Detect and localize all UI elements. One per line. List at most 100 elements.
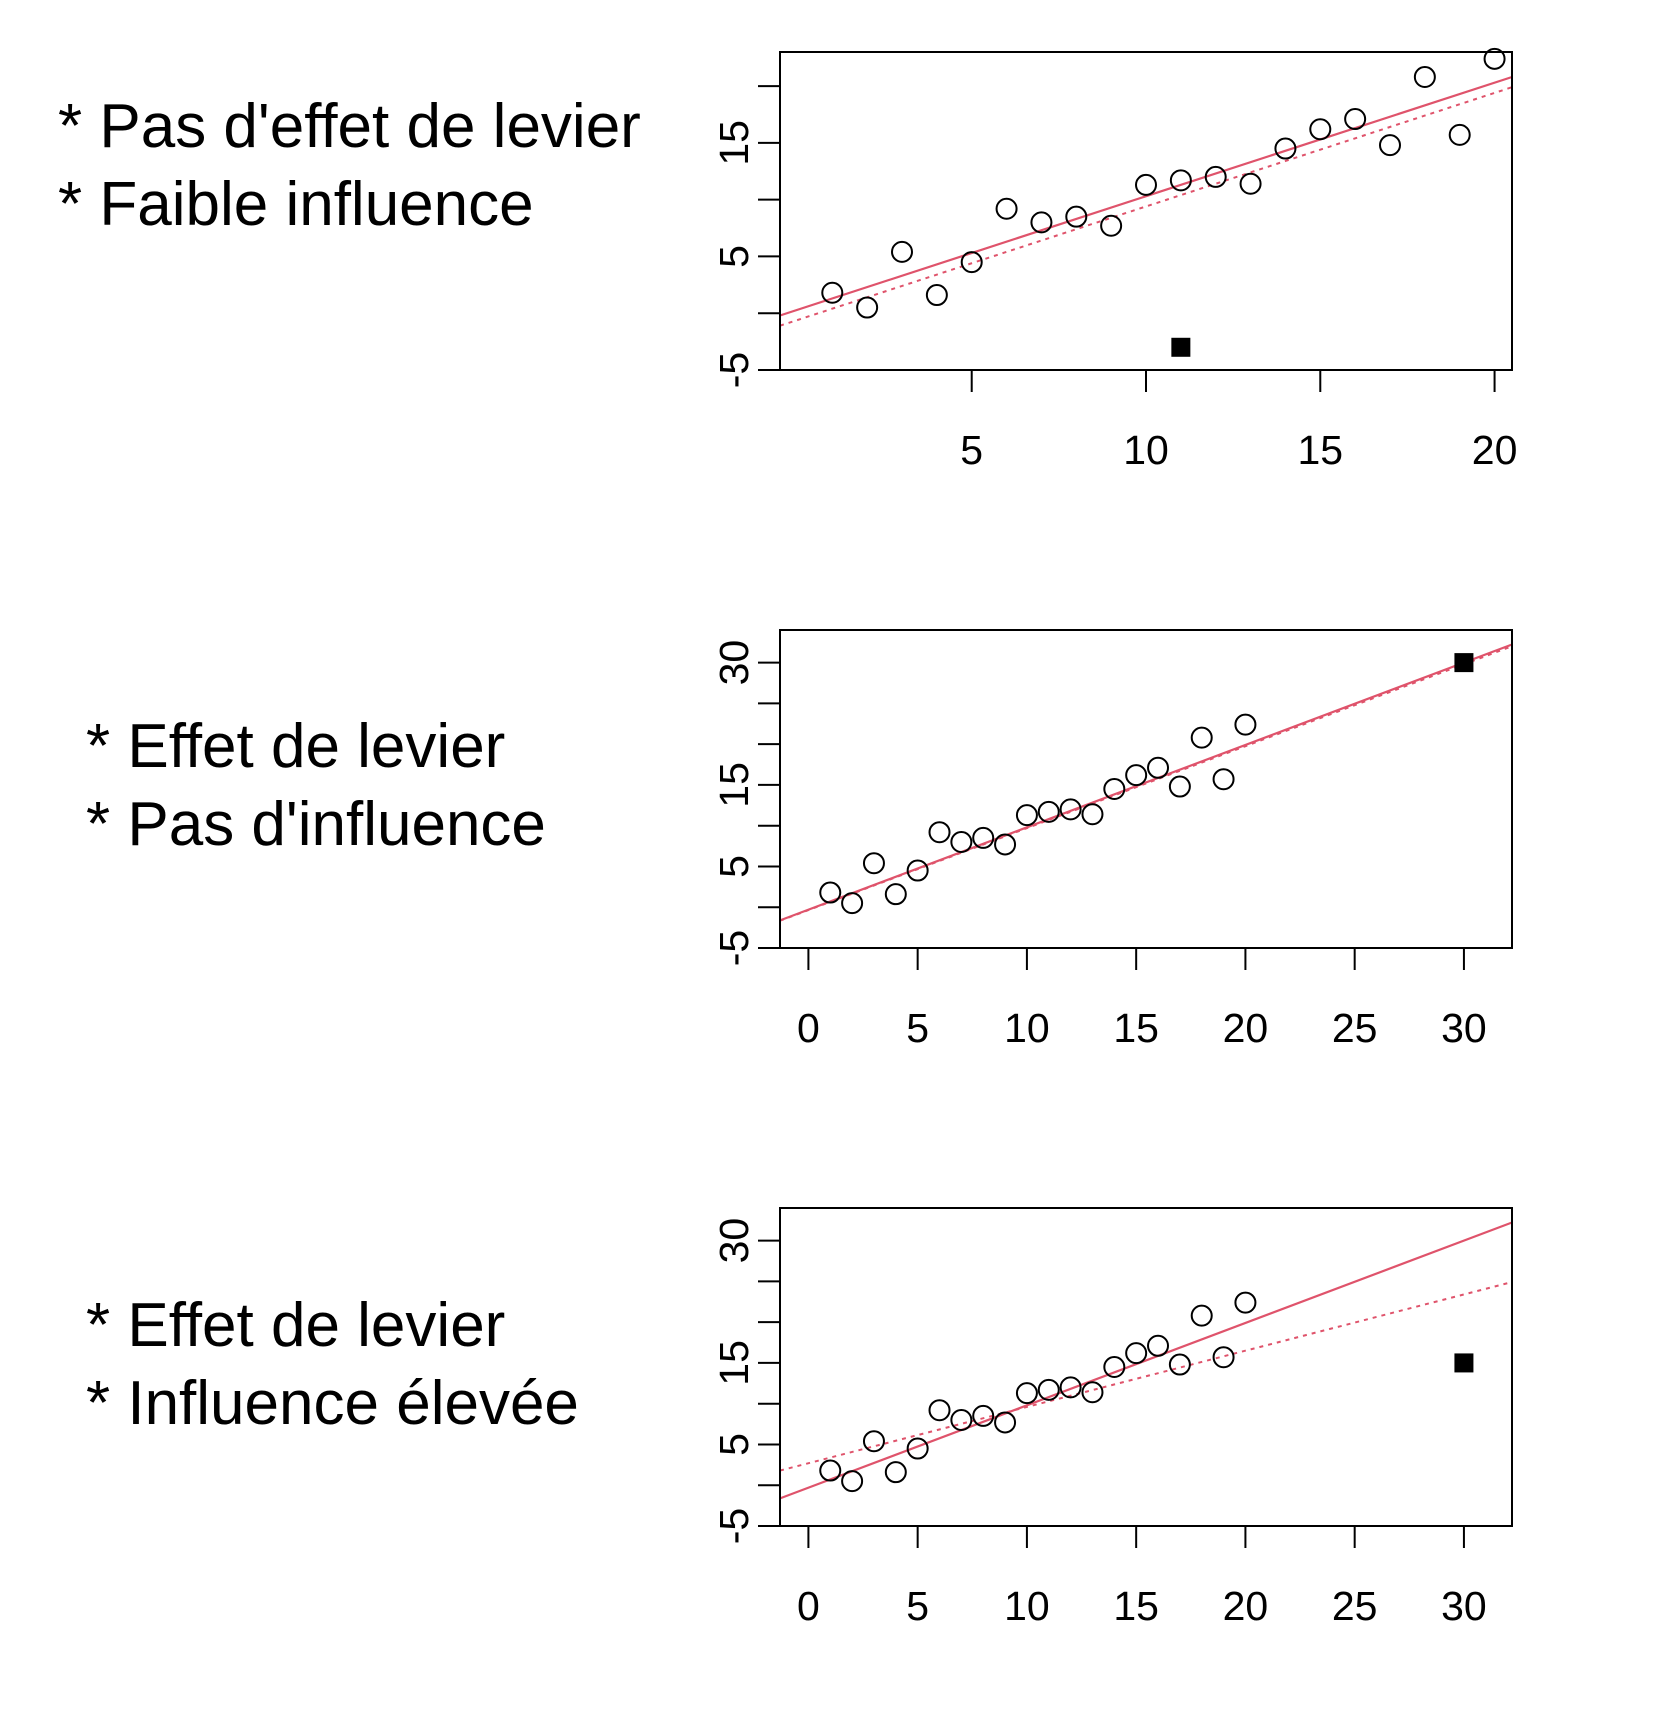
data-point <box>1059 798 1082 821</box>
caption-panel-1: * Pas d'effet de levier * Faible influen… <box>0 88 680 268</box>
data-point <box>950 1409 973 1431</box>
data-point <box>994 833 1017 856</box>
x-tick-label: 20 <box>1223 1583 1269 1629</box>
data-point <box>925 284 948 307</box>
data-point <box>1135 173 1157 196</box>
fit-line-solid <box>780 1221 1512 1500</box>
data-point <box>862 1430 885 1453</box>
y-tick-label: 30 <box>711 1218 757 1264</box>
data-point <box>1059 1376 1082 1399</box>
data-point <box>841 1470 864 1493</box>
data-point <box>884 883 907 906</box>
plot-frame <box>779 629 1513 949</box>
caption-line: * Influence élevée <box>86 1369 579 1438</box>
plot-frame <box>779 51 1513 371</box>
scatter-plot-3: 0 5 10 15 20 25 30 -5 5 15 30 <box>711 1207 1513 1629</box>
data-point <box>1037 800 1060 823</box>
scatter-plot-1: 5 10 15 20 -5 5 15 <box>711 47 1518 473</box>
x-tick-label: 20 <box>1472 427 1518 473</box>
data-point <box>994 1411 1017 1434</box>
data-point <box>891 240 913 263</box>
x-tick-label: 10 <box>1123 427 1169 473</box>
data-point <box>972 826 995 849</box>
data-point <box>819 881 842 904</box>
y-tick-label: 5 <box>711 855 757 878</box>
data-point <box>1103 1356 1126 1378</box>
data-point <box>819 1459 842 1482</box>
x-tick-label: 5 <box>906 1583 929 1629</box>
data-point <box>972 1404 995 1427</box>
x-tick-label: 30 <box>1441 1005 1487 1051</box>
y-tick-label: 5 <box>711 1433 757 1456</box>
data-point <box>1037 1378 1060 1401</box>
data-point <box>1168 1353 1191 1376</box>
data-point <box>1212 1346 1235 1369</box>
data-point <box>928 821 951 844</box>
x-tick-label: 5 <box>906 1005 929 1051</box>
data-point <box>1190 1304 1213 1327</box>
x-tick-label: 5 <box>960 427 983 473</box>
y-tick-label: 5 <box>711 245 757 268</box>
caption-line: * Faible influence <box>58 170 534 239</box>
data-point <box>1274 137 1297 160</box>
data-point <box>1147 756 1170 779</box>
data-point <box>884 1461 907 1484</box>
data-point <box>1168 775 1191 798</box>
data-point <box>1125 1342 1148 1365</box>
data-point <box>1081 1381 1104 1404</box>
y-tick-label: 15 <box>711 1340 757 1386</box>
y-tick-label: 30 <box>711 640 757 686</box>
x-tick-label: 25 <box>1332 1005 1378 1051</box>
data-point <box>1015 804 1038 827</box>
outlier-point <box>1454 1353 1474 1373</box>
data-point <box>1413 65 1436 88</box>
data-point <box>1239 172 1262 195</box>
x-tick-label: 30 <box>1441 1583 1487 1629</box>
data-point <box>1212 768 1235 791</box>
fit-line-solid <box>780 75 1512 317</box>
data-point <box>1103 778 1126 800</box>
x-tick-label: 15 <box>1113 1005 1159 1051</box>
x-tick-label: 10 <box>1004 1583 1050 1629</box>
data-point <box>1483 47 1506 70</box>
fit-line-solid <box>780 643 1512 922</box>
y-tick-label: 15 <box>711 120 757 166</box>
x-tick-label: 0 <box>797 1005 820 1051</box>
outlier-point <box>1171 337 1191 357</box>
data-point <box>1309 118 1332 141</box>
caption-panel-3: * Effet de levier * Influence élevée <box>0 1287 680 1467</box>
data-point <box>1204 165 1227 188</box>
scatter-plot-2: 0 5 10 15 20 25 30 -5 5 15 30 <box>711 629 1513 1051</box>
data-point <box>856 296 879 319</box>
fit-line-dashed <box>780 1281 1512 1472</box>
caption-line: * Effet de levier <box>86 1291 506 1360</box>
y-tick-label: 15 <box>711 762 757 808</box>
caption-panel-2: * Effet de levier * Pas d'influence <box>0 708 680 888</box>
data-point <box>841 892 864 915</box>
data-point <box>1065 205 1088 228</box>
data-point <box>995 197 1018 220</box>
data-point <box>1081 803 1104 826</box>
x-tick-label: 25 <box>1332 1583 1378 1629</box>
data-point <box>906 1437 929 1460</box>
fit-line-dashed <box>780 86 1512 327</box>
data-point <box>1234 713 1257 736</box>
data-point <box>1147 1334 1170 1357</box>
y-tick-label: -5 <box>711 930 757 966</box>
data-point <box>1190 726 1213 749</box>
x-tick-label: 0 <box>797 1583 820 1629</box>
data-point <box>950 831 973 853</box>
data-point <box>928 1399 951 1422</box>
outlier-point <box>1454 653 1474 673</box>
data-point <box>862 852 885 875</box>
x-tick-label: 10 <box>1004 1005 1050 1051</box>
data-point <box>1125 764 1148 787</box>
data-point <box>1030 211 1053 234</box>
x-tick-label: 20 <box>1223 1005 1269 1051</box>
data-point <box>1344 108 1367 131</box>
data-point <box>1234 1291 1257 1314</box>
data-point <box>1100 214 1123 237</box>
data-point <box>1015 1382 1038 1405</box>
x-tick-label: 15 <box>1113 1583 1159 1629</box>
x-tick-label: 15 <box>1297 427 1343 473</box>
